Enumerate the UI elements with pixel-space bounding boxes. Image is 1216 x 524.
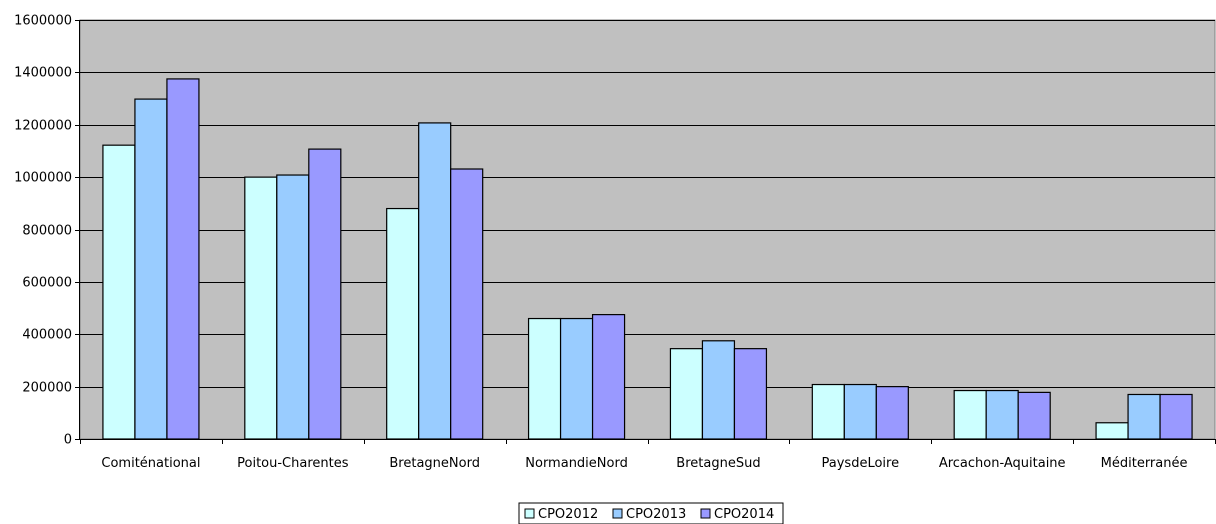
bar-cpo2012 <box>386 207 420 440</box>
bar-cpo2014 <box>591 314 626 440</box>
y-tick-label: 600000 <box>22 276 72 291</box>
x-tick-label: PaysdeLoire <box>822 456 900 471</box>
bar-cpo2013 <box>559 317 594 440</box>
x-tick-label: BretagneSud <box>676 456 760 471</box>
legend-label: CPO2013 <box>626 507 686 522</box>
bar-cpo2014 <box>166 78 200 440</box>
y-tick-label: 1000000 <box>14 171 72 186</box>
x-tick-label: BretagneNord <box>389 456 480 471</box>
bar-cpo2012 <box>669 348 704 440</box>
bar-cpo2013 <box>985 389 1019 440</box>
bar-cpo2012 <box>1095 422 1129 440</box>
y-tick-label: 400000 <box>22 328 72 343</box>
legend-box <box>518 502 784 524</box>
bar-cpo2014 <box>1017 391 1051 440</box>
x-tick-labels: Comiténational Poitou-Charentes BretagneNo… <box>101 456 1187 471</box>
y-tick-labels: 0 200000 400000 600000 800000 1000000 1200000 1… <box>14 14 72 448</box>
y-tick-label: 1600000 <box>14 14 72 29</box>
y-tick-label: 1400000 <box>14 66 72 81</box>
x-tick-label: Comiténational <box>101 456 200 471</box>
axes <box>75 20 1216 444</box>
legend: CPO2012 CPO2013 CPO2014 <box>518 502 784 524</box>
x-tick-label: Méditerranée <box>1101 456 1188 471</box>
bar-group <box>102 78 1193 440</box>
bar-cpo2014 <box>1159 393 1193 440</box>
bar-cpo2014 <box>450 168 484 440</box>
bar-cpo2012 <box>244 176 278 440</box>
x-tick-label: Poitou-Charentes <box>237 456 349 471</box>
legend-swatch-cpo2012 <box>524 508 535 519</box>
bar-cpo2013 <box>418 122 452 440</box>
bar-cpo2013 <box>701 340 736 440</box>
bar-cpo2012 <box>102 144 136 440</box>
bar-cpo2013 <box>843 383 877 440</box>
legend-swatch-cpo2014 <box>700 508 711 519</box>
bar-cpo2012 <box>811 383 845 440</box>
bar-cpo2013 <box>1127 393 1161 440</box>
bar-cpo2014 <box>733 348 768 440</box>
legend-label: CPO2012 <box>538 507 598 522</box>
y-tick-label: 1200000 <box>14 119 72 134</box>
bar-cpo2013 <box>276 174 310 440</box>
y-tick-label: 200000 <box>22 381 72 396</box>
bar-cpo2014 <box>308 148 342 440</box>
bar-cpo2012 <box>953 389 987 440</box>
legend-label: CPO2014 <box>714 507 774 522</box>
x-tick-label: Arcachon-Aquitaine <box>939 456 1066 471</box>
y-tick-label: 0 <box>64 433 72 448</box>
bar-cpo2013 <box>134 98 168 440</box>
legend-swatch-cpo2013 <box>612 508 623 519</box>
bar-cpo2014 <box>875 386 909 440</box>
x-tick-label: NormandieNord <box>525 456 628 471</box>
y-tick-label: 800000 <box>22 224 72 239</box>
bar-cpo2012 <box>527 317 562 440</box>
